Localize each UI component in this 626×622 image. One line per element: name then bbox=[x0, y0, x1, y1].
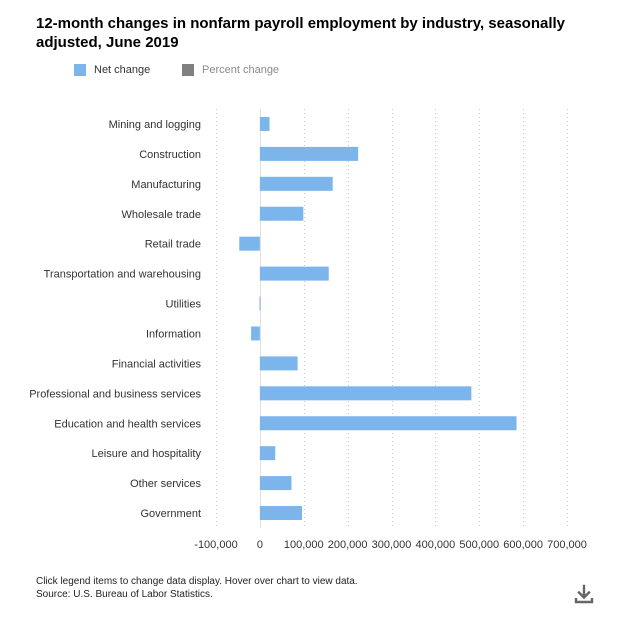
x-tick-label: 100,000 bbox=[284, 539, 324, 551]
bar[interactable] bbox=[259, 416, 517, 431]
category-label: Professional and business services bbox=[29, 388, 201, 400]
chart-title: 12-month changes in nonfarm payroll empl… bbox=[36, 15, 566, 51]
x-tick-label: 200,000 bbox=[328, 539, 368, 551]
category-label: Leisure and hospitality bbox=[92, 448, 202, 460]
legend-label-net-change: Net change bbox=[94, 64, 151, 76]
category-label: Information bbox=[146, 328, 201, 340]
bar[interactable] bbox=[259, 356, 298, 371]
bar[interactable] bbox=[259, 296, 261, 311]
category-label: Government bbox=[140, 508, 201, 520]
bar[interactable] bbox=[259, 476, 292, 491]
category-label: Wholesale trade bbox=[122, 209, 202, 221]
bar[interactable] bbox=[259, 206, 304, 221]
category-label: Retail trade bbox=[145, 239, 201, 251]
x-tick-label: -100,000 bbox=[194, 539, 237, 551]
category-label: Financial activities bbox=[112, 358, 202, 370]
legend-label-percent-change: Percent change bbox=[202, 64, 280, 76]
chart-footer: Click legend items to change data displa… bbox=[36, 575, 358, 601]
category-label: Construction bbox=[139, 149, 201, 161]
bar[interactable] bbox=[259, 176, 333, 191]
x-tick-label: 300,000 bbox=[372, 539, 412, 551]
x-tick-label: 500,000 bbox=[459, 539, 499, 551]
category-label: Education and health services bbox=[54, 418, 201, 430]
bar[interactable] bbox=[251, 326, 260, 341]
x-tick-label: 0 bbox=[257, 539, 263, 551]
x-tick-label: 400,000 bbox=[415, 539, 455, 551]
category-label: Transportation and warehousing bbox=[44, 269, 201, 281]
download-icon bbox=[574, 584, 594, 604]
bar[interactable] bbox=[259, 506, 302, 521]
bar[interactable] bbox=[259, 146, 359, 161]
legend-swatch-percent-change bbox=[182, 64, 194, 76]
footer-source: Source: U.S. Bureau of Labor Statistics. bbox=[36, 589, 213, 600]
bar[interactable] bbox=[259, 266, 329, 281]
legend-swatch-net-change bbox=[74, 64, 86, 76]
x-tick-label: 700,000 bbox=[547, 539, 587, 551]
bar[interactable] bbox=[259, 386, 472, 401]
x-tick-label: 600,000 bbox=[503, 539, 543, 551]
category-label: Utilities bbox=[166, 299, 202, 311]
category-label: Other services bbox=[130, 478, 201, 490]
download-button[interactable] bbox=[572, 582, 596, 606]
category-label: Manufacturing bbox=[131, 179, 201, 191]
bar[interactable] bbox=[239, 236, 260, 251]
bar[interactable] bbox=[259, 446, 276, 461]
category-label: Mining and logging bbox=[109, 119, 201, 131]
bar[interactable] bbox=[259, 116, 270, 131]
footer-note: Click legend items to change data displa… bbox=[36, 576, 358, 587]
